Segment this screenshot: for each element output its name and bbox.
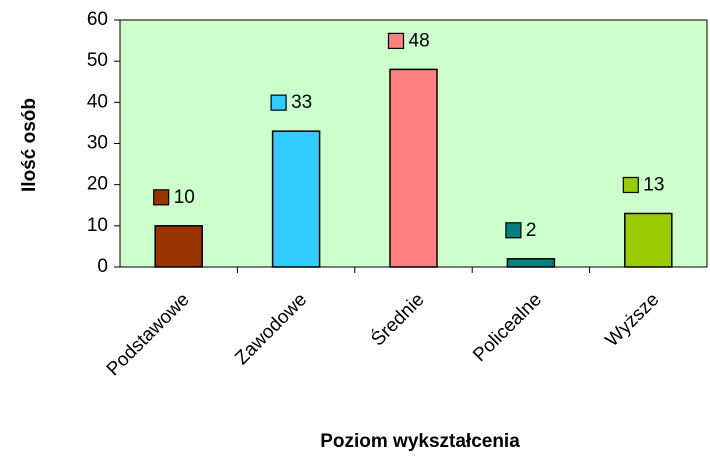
y-tick-label: 50 (87, 50, 108, 71)
data-label: 13 (643, 174, 664, 195)
bar (271, 130, 321, 268)
x-tick-label: Wyższe (602, 289, 664, 351)
data-label: 48 (409, 30, 430, 51)
x-tick-label: Policealne (469, 289, 546, 366)
y-tick-label: 40 (87, 91, 108, 112)
y-tick-label: 30 (87, 133, 108, 154)
y-tick-label: 20 (87, 174, 108, 195)
bar (506, 258, 556, 268)
bar (624, 212, 673, 268)
y-tick-label: 0 (97, 256, 108, 277)
y-tick-label: 60 (87, 9, 108, 30)
data-label: 2 (526, 220, 537, 241)
data-label: 33 (291, 92, 312, 113)
x-tick-label: Zawodowe (231, 289, 311, 369)
legend-key (505, 222, 522, 239)
x-tick-label: Podstawowe (103, 289, 194, 380)
bar (154, 225, 203, 268)
legend-key (387, 32, 405, 50)
bar (389, 68, 438, 268)
x-axis-title: Poziom wykształcenia (320, 431, 520, 452)
data-label: 10 (174, 187, 195, 208)
y-axis-title: Ilość osób (19, 98, 40, 192)
legend-key (270, 94, 287, 111)
y-tick-label: 10 (87, 215, 108, 236)
legend-key (153, 189, 170, 206)
x-tick-label: Średnie (367, 289, 429, 351)
legend-key (622, 176, 639, 194)
